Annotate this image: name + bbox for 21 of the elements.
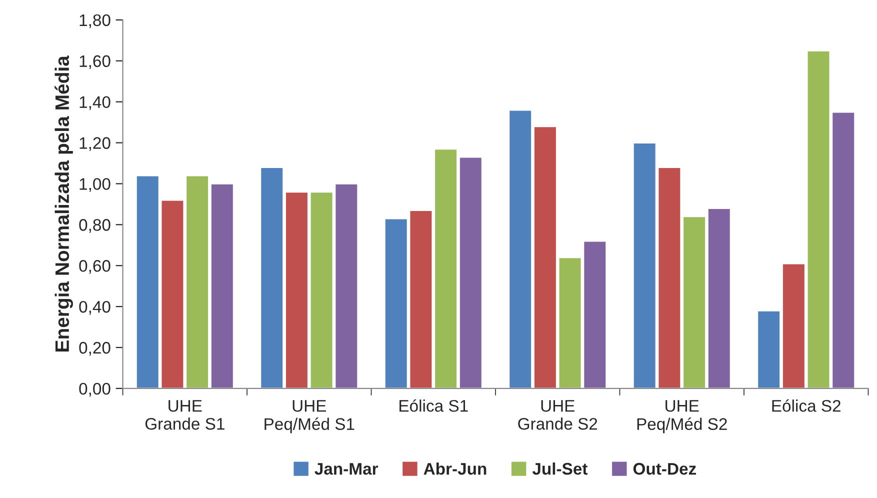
x-tick-label: UHE Grande S2 <box>518 400 598 430</box>
y-tick-label: 0,00 <box>79 382 110 397</box>
x-tick-label: Eólica S1 <box>400 399 468 412</box>
x-tick-label: UHE Peq/Méd S1 <box>264 400 354 434</box>
x-tick-label: UHE Peq/Méd S2 <box>637 400 727 434</box>
y-tick-label: 1,60 <box>80 55 110 70</box>
x-tick-label: Eólica S2 <box>772 399 840 412</box>
legend-label: Jan-Mar <box>314 463 378 475</box>
y-tick-label: 1,00 <box>80 178 110 192</box>
y-tick-label: 1,40 <box>80 96 110 110</box>
y-tick-label: 0,20 <box>79 342 110 356</box>
legend-label: Jul-Set <box>532 462 588 475</box>
legend-label: Abr-Jun <box>424 462 486 475</box>
y-tick-label: 0,80 <box>79 219 110 233</box>
legend-label: Out-Dez <box>633 462 696 475</box>
y-tick-label: 1,80 <box>80 14 110 28</box>
y-axis-title: Energia Normalizada pela Média <box>54 55 73 352</box>
y-tick-label: 0,60 <box>79 260 110 274</box>
y-tick-label: 1,20 <box>80 137 110 151</box>
x-tick-label: UHE Grande S1 <box>145 400 224 430</box>
y-tick-label: 0,40 <box>79 300 110 315</box>
